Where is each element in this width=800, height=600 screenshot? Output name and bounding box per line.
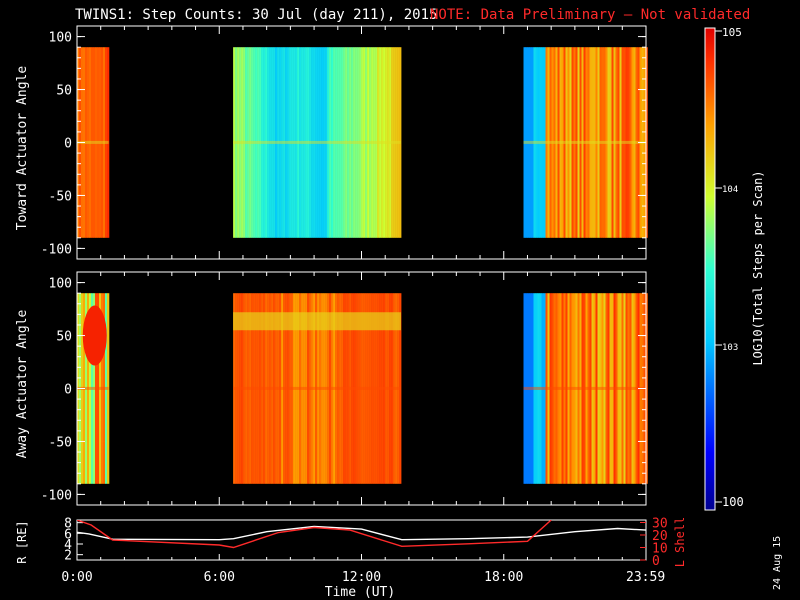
away-panel: 100 50 0 -50 -100 [41, 271, 648, 506]
away-zero-band [233, 386, 402, 390]
away-ytick-label: 0 [64, 383, 72, 398]
toward-ytick-label: 0 [64, 137, 72, 152]
r-re-line [77, 525, 646, 541]
orbit-ytick-left-label: 2 [64, 549, 72, 564]
time-tick-label: 23:59 [626, 570, 665, 585]
time-tick-label: 18:00 [484, 570, 523, 585]
away-zero-band [77, 386, 109, 390]
toward-ytick-label: -100 [41, 242, 72, 257]
time-tick-label: 12:00 [342, 570, 381, 585]
orbit-ytick-left-label: 4 [64, 538, 72, 553]
away-segment-2 [523, 293, 648, 484]
away-zero-band [523, 386, 646, 390]
toward-zero-band [523, 140, 646, 144]
toward-panel: 100 50 0 -50 -100 [41, 25, 648, 260]
time-axis-label: Time (UT) [325, 585, 395, 600]
toward-zero-band [233, 140, 402, 144]
l-shell-line [77, 520, 552, 549]
toward-ytick-label: -50 [49, 189, 72, 204]
orbit-ytick-right-label: 30 [652, 517, 668, 532]
orbit-ylabel-right: L Shell [673, 517, 687, 568]
away-segment-1 [233, 293, 402, 484]
colorbar-tick-1e5: 105 [722, 26, 742, 39]
away-ytick-label: -100 [41, 488, 72, 503]
orbit-lines [77, 520, 646, 549]
colorbar-gradient [704, 27, 716, 511]
colorbar-tick-1e3: 103 [722, 343, 738, 353]
away-ylabel: Away Actuator Angle [15, 309, 30, 458]
orbit-ytick-right-label: 20 [652, 529, 668, 544]
toward-segment-2 [523, 47, 648, 238]
chart-title: TWINS1: Step Counts: 30 Jul (day 211), 2… [75, 7, 438, 23]
toward-ytick-label: 50 [56, 84, 72, 99]
toward-column [645, 47, 648, 238]
orbit-ytick-right-label: 0 [652, 554, 660, 569]
toward-ylabel: Toward Actuator Angle [15, 66, 30, 231]
date-stamp: 24 Aug 15 [772, 535, 783, 590]
colorbar-tick-100: 100 [722, 495, 744, 509]
toward-zero-band [77, 140, 109, 144]
away-band [233, 312, 402, 331]
toward-segment-1 [233, 47, 402, 238]
colorbar: 105 104 103 100 LOG10(Total Steps per Sc… [704, 26, 765, 511]
away-blob [82, 305, 107, 366]
away-ytick-label: -50 [49, 435, 72, 450]
orbit-ytick-right-label: 10 [652, 542, 668, 557]
away-ytick-label: 50 [56, 330, 72, 345]
orbit-ylabel-left: R [RE] [15, 520, 29, 563]
colorbar-tick-1e4: 104 [722, 185, 738, 195]
time-tick-label: 6:00 [204, 570, 235, 585]
away-column [645, 293, 648, 484]
orbit-ytick-left-label: 6 [64, 527, 72, 542]
time-tick-label: 0:00 [61, 570, 92, 585]
colorbar-label: LOG10(Total Steps per Scan) [751, 170, 765, 365]
away-ytick-label: 100 [49, 277, 72, 292]
toward-ytick-label: 100 [49, 31, 72, 46]
time-axis: 0:00 6:00 12:00 18:00 23:59 [61, 570, 665, 585]
orbit-ytick-left-label: 8 [64, 517, 72, 532]
preliminary-note: NOTE: Data Preliminary — Not validated [430, 7, 751, 23]
